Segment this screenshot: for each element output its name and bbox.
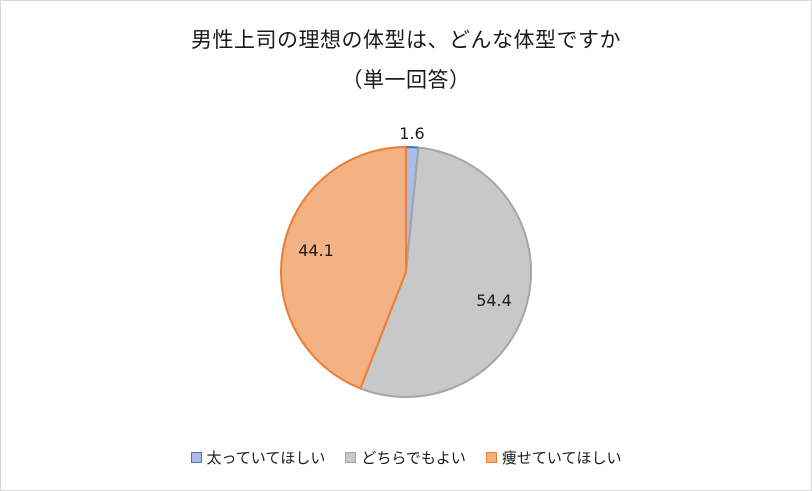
data-label-either: 54.4 — [476, 291, 512, 310]
legend-swatch-fat — [190, 452, 202, 463]
legend-swatch-thin — [485, 452, 497, 463]
pie-slice-either — [359, 146, 532, 398]
legend-swatch-either — [345, 452, 357, 463]
legend-item-thin: 痩せていてほしい — [485, 447, 622, 468]
legend-label-thin: 痩せていてほしい — [501, 449, 622, 467]
legend-item-fat: 太っていてほしい — [190, 447, 326, 468]
legend: 太っていてほしい どちらでもよい 痩せていてほしい — [0, 447, 812, 468]
legend-item-either: どちらでもよい — [345, 447, 466, 468]
chart-subtitle: （単一回答） — [341, 68, 471, 92]
legend-label-either: どちらでもよい — [361, 449, 466, 467]
data-label-thin: 44.1 — [298, 241, 334, 260]
pie-slice-thin — [280, 146, 407, 390]
legend-label-fat: 太っていてほしい — [206, 449, 326, 467]
data-label-fat: 1.6 — [399, 124, 424, 143]
chart-title: 男性上司の理想の体型は、どんな体型ですか — [191, 28, 621, 52]
